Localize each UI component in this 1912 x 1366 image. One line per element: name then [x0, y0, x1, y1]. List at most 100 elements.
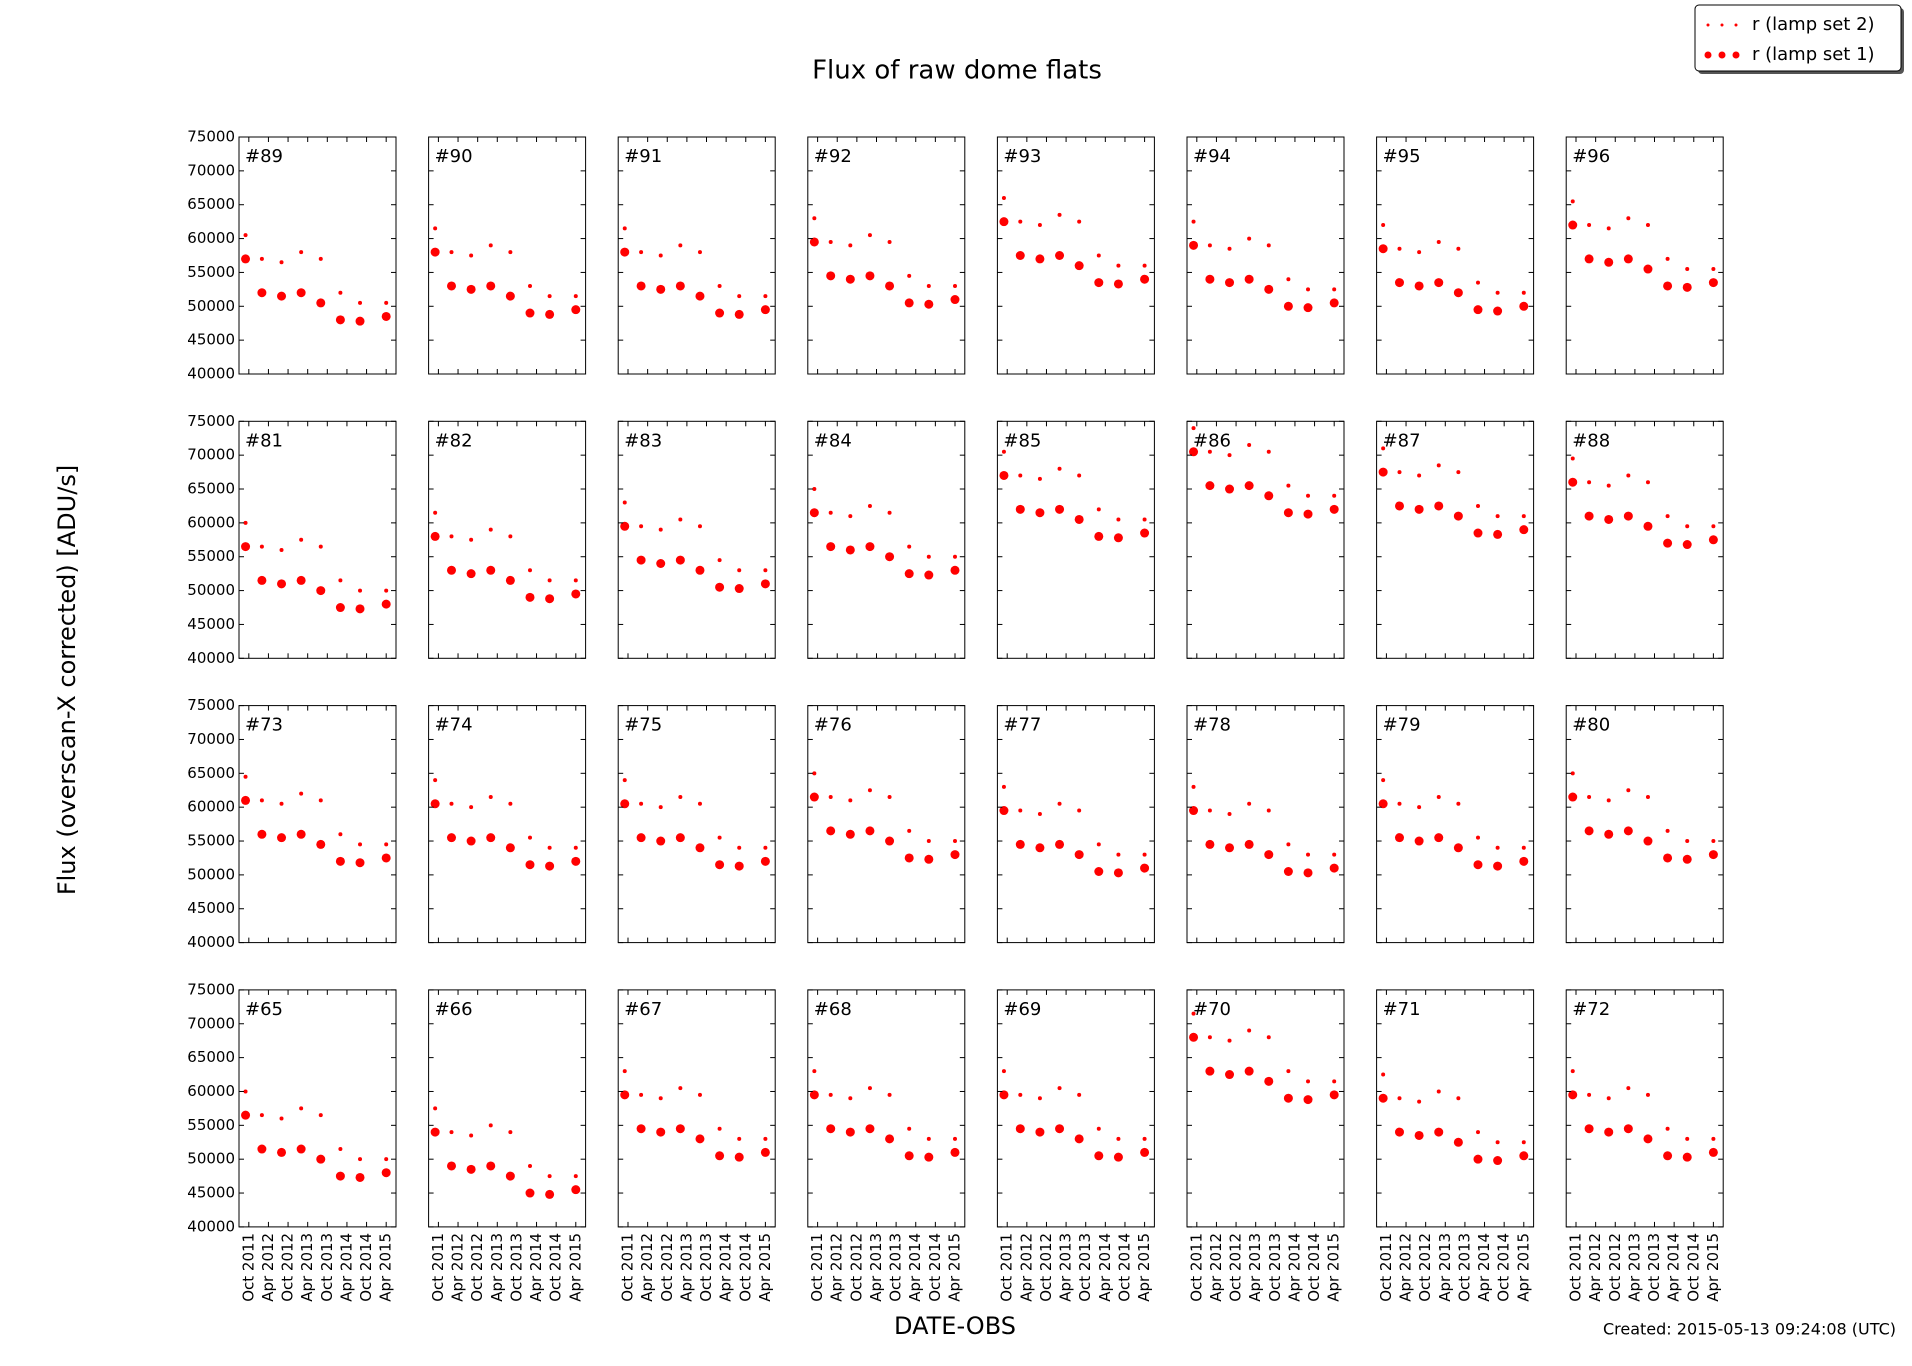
panel-title: #76: [814, 715, 852, 736]
data-point: [1663, 1151, 1673, 1161]
data-point: [1394, 501, 1404, 511]
panel: #65 40000 45000 50000 55000 60000 65000 70000 75…: [187, 980, 397, 1302]
data-point: [1685, 524, 1690, 529]
data-point: [1381, 446, 1386, 451]
plot-area: [1568, 771, 1718, 864]
data-point: [1521, 845, 1526, 850]
data-point: [1264, 491, 1274, 501]
series: [1189, 240, 1339, 313]
data-point: [697, 250, 702, 255]
data-point: [573, 578, 578, 583]
axes-frame: [1376, 989, 1535, 1228]
data-point: [1394, 833, 1404, 843]
data-point: [1244, 839, 1254, 849]
data-point: [865, 1124, 875, 1134]
legend-marker: [1732, 51, 1740, 59]
data-point: [1207, 449, 1212, 454]
data-point: [809, 1090, 819, 1100]
axes-frame: [238, 420, 397, 659]
series: [1568, 792, 1718, 864]
data-point: [1453, 288, 1463, 298]
data-point: [1685, 1136, 1690, 1141]
data-point: [1264, 850, 1274, 860]
series: [1378, 467, 1529, 539]
data-point: [1227, 811, 1232, 816]
data-point: [1113, 533, 1123, 543]
x-tick-label: Apr 2013: [1436, 1233, 1454, 1302]
data-point: [1568, 477, 1578, 487]
data-point: [950, 565, 960, 575]
series: [1378, 799, 1529, 871]
data-point: [1495, 1140, 1500, 1145]
data-point: [573, 845, 578, 850]
data-point: [1493, 1156, 1503, 1166]
data-point: [1074, 1134, 1084, 1144]
data-point: [620, 521, 630, 531]
data-point: [1434, 1127, 1444, 1137]
data-point: [571, 589, 581, 599]
plot-area: [1189, 1011, 1339, 1105]
panel-title: #88: [1572, 430, 1610, 451]
data-point: [1332, 852, 1337, 857]
data-point: [316, 1154, 326, 1164]
data-point: [299, 250, 304, 255]
x-tick-label: Apr 2012: [1586, 1233, 1604, 1302]
data-point: [430, 1127, 440, 1137]
axes-frame: [1565, 989, 1724, 1228]
data-point: [1397, 246, 1402, 251]
data-point: [1096, 507, 1101, 512]
axes-frame: [996, 420, 1155, 659]
data-point: [430, 799, 440, 809]
series: [812, 1069, 957, 1141]
data-point: [279, 260, 284, 265]
legend: r (lamp set 2) r (lamp set 1): [1694, 4, 1904, 74]
data-point: [545, 309, 555, 319]
y-tick-label: 65000: [187, 764, 235, 782]
data-point: [763, 1136, 768, 1141]
data-point: [355, 858, 365, 868]
data-point: [950, 1147, 960, 1157]
data-point: [1225, 484, 1235, 494]
data-point: [1434, 833, 1444, 843]
data-point: [1207, 808, 1212, 813]
x-tick-label: Oct 2014: [357, 1233, 375, 1302]
x-tick-label: Oct 2011: [1567, 1233, 1585, 1302]
x-tick-label: Apr 2012: [638, 1233, 656, 1302]
data-point: [1116, 1136, 1121, 1141]
data-point: [1606, 1096, 1611, 1101]
plot-area: [241, 233, 391, 326]
x-tick-label: Oct 2014: [1305, 1233, 1323, 1302]
data-point: [433, 778, 438, 783]
data-point: [1018, 473, 1023, 478]
data-point: [1094, 867, 1104, 876]
data-point: [1037, 811, 1042, 816]
axes-frame: [1376, 136, 1535, 375]
series: [812, 216, 957, 288]
series: [1191, 1011, 1337, 1084]
data-point: [466, 284, 476, 294]
data-point: [924, 854, 934, 864]
data-point: [737, 845, 742, 850]
data-point: [257, 829, 267, 839]
data-point: [1074, 850, 1084, 860]
data-point: [1140, 528, 1150, 538]
axes-frame: [807, 705, 966, 944]
data-point: [1436, 463, 1441, 468]
y-tick-label: 55000: [187, 1116, 235, 1134]
panel-title: #81: [245, 430, 283, 451]
data-point: [381, 599, 391, 609]
data-point: [1286, 1069, 1291, 1074]
data-point: [1018, 219, 1023, 224]
data-point: [867, 503, 872, 508]
y-tick-label: 45000: [187, 1184, 235, 1202]
panel-title: #73: [245, 715, 283, 736]
data-point: [1283, 301, 1293, 311]
axes-frame: [428, 989, 587, 1228]
panel-title: #93: [1003, 146, 1041, 167]
data-point: [1645, 795, 1650, 800]
data-point: [1266, 808, 1271, 813]
y-tick-label: 75000: [187, 128, 235, 146]
data-point: [1286, 277, 1291, 282]
data-point: [1682, 854, 1692, 864]
